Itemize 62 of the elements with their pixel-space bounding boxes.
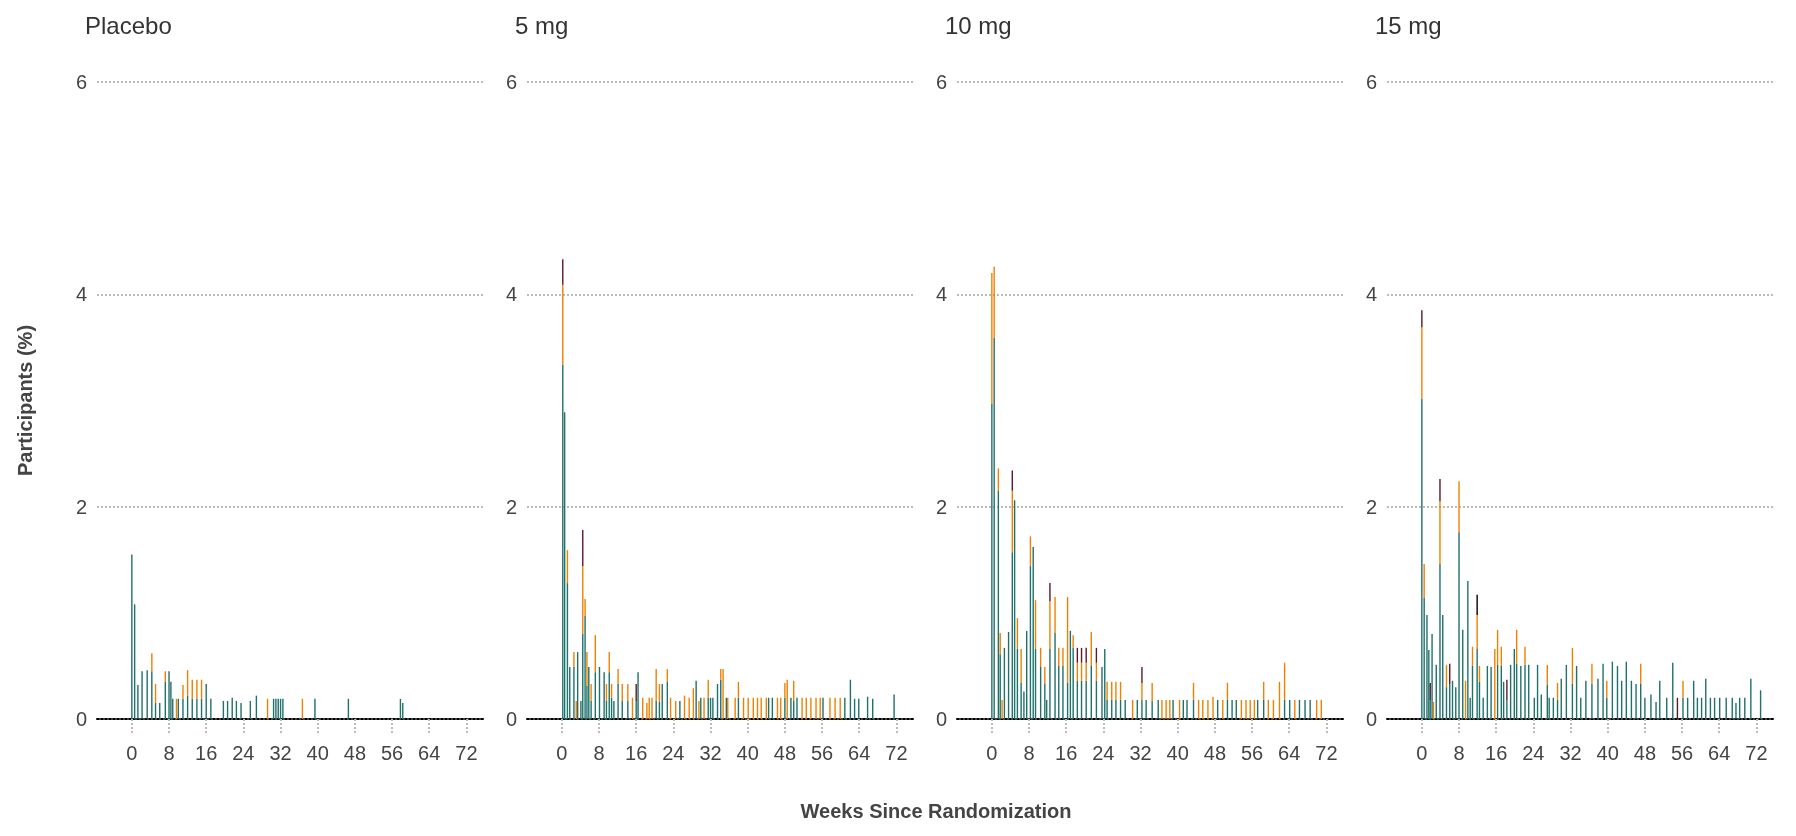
y-tick-label: 4	[75, 283, 87, 306]
x-tick-label: 48	[1633, 742, 1657, 764]
x-tick-label: 24	[1522, 742, 1545, 764]
y-tick-label: 0	[1365, 708, 1377, 730]
y-tick-label: 6	[75, 71, 87, 93]
y-tick-label: 2	[505, 495, 517, 518]
y-tick-label: 4	[935, 283, 947, 306]
x-tick-label: 0	[1416, 742, 1428, 764]
x-tick-label: 40	[1596, 742, 1619, 764]
x-tick-label: 40	[306, 742, 329, 764]
y-tick-label: 6	[935, 71, 947, 93]
x-tick-label: 24	[1092, 742, 1115, 764]
y-tick-label: 2	[935, 495, 947, 518]
x-tick-label: 64	[848, 742, 871, 764]
x-tick-label: 40	[736, 742, 759, 764]
x-tick-label: 72	[455, 742, 478, 764]
x-tick-label: 32	[1129, 742, 1152, 764]
x-tick-label: 64	[1278, 742, 1301, 764]
chart-title: 5 mg	[515, 11, 569, 39]
x-tick-label: 8	[163, 742, 175, 764]
x-tick-label: 32	[269, 742, 292, 764]
x-axis-title: Weeks Since Randomization	[799, 800, 1073, 823]
y-tick-label: 2	[75, 495, 87, 518]
x-tick-label: 64	[418, 742, 441, 764]
y-axis-title: Participants (%)	[14, 324, 36, 477]
x-tick-label: 0	[986, 742, 998, 764]
x-tick-label: 64	[1708, 742, 1731, 764]
y-tick-label: 2	[1365, 495, 1377, 518]
x-tick-label: 16	[195, 742, 218, 764]
x-tick-label: 56	[380, 742, 404, 764]
x-tick-label: 0	[556, 742, 568, 764]
x-tick-label: 16	[1055, 742, 1078, 764]
x-tick-label: 32	[1559, 742, 1582, 764]
x-tick-label: 72	[1315, 742, 1338, 764]
x-tick-label: 0	[126, 742, 138, 764]
y-tick-label: 6	[505, 71, 517, 93]
y-tick-label: 0	[505, 708, 517, 730]
x-tick-label: 56	[1670, 742, 1694, 764]
x-tick-label: 56	[1240, 742, 1264, 764]
y-tick-label: 0	[935, 708, 947, 730]
x-tick-label: 72	[885, 742, 908, 764]
x-tick-label: 16	[1485, 742, 1508, 764]
x-tick-label: 8	[1453, 742, 1465, 764]
x-tick-label: 8	[593, 742, 605, 764]
y-tick-label: 4	[1365, 283, 1377, 306]
x-tick-label: 24	[232, 742, 255, 764]
x-tick-label: 72	[1745, 742, 1768, 764]
y-tick-label: 0	[75, 708, 87, 730]
y-tick-label: 6	[1365, 71, 1377, 93]
x-tick-label: 48	[1203, 742, 1227, 764]
x-tick-label: 24	[662, 742, 685, 764]
x-tick-label: 56	[810, 742, 834, 764]
chart-title: Placebo	[85, 11, 172, 39]
x-tick-label: 40	[1166, 742, 1189, 764]
x-tick-label: 16	[625, 742, 648, 764]
x-tick-label: 48	[773, 742, 797, 764]
chart-title: 15 mg	[1375, 11, 1442, 39]
x-tick-label: 48	[343, 742, 367, 764]
y-tick-label: 4	[505, 283, 517, 306]
x-tick-label: 32	[699, 742, 722, 764]
chart-title: 10 mg	[945, 11, 1012, 39]
x-tick-label: 8	[1023, 742, 1035, 764]
